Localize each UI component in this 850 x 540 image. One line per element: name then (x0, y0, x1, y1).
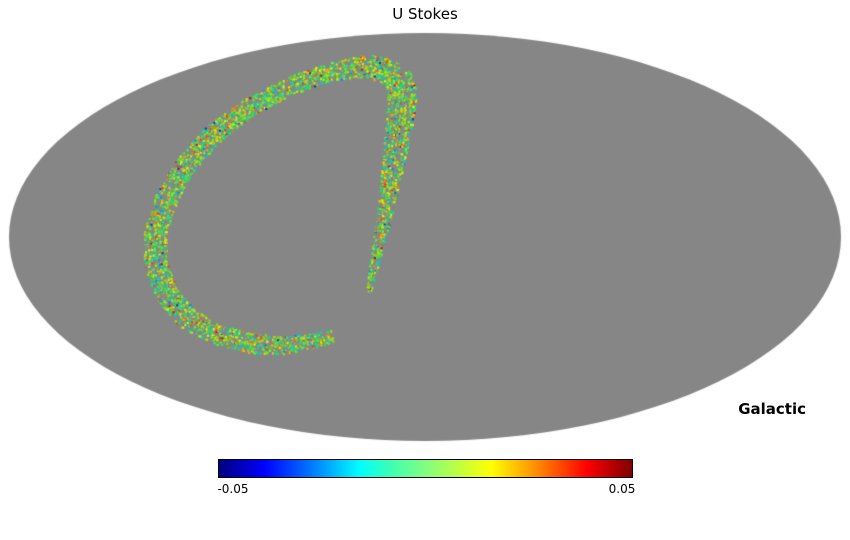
colorbar-max-label: 0.05 (608, 482, 636, 496)
colorbar (218, 459, 633, 478)
colorbar-min-label: -0.05 (217, 482, 249, 496)
plot-title: U Stokes (392, 5, 458, 23)
coordinate-system-label: Galactic (738, 400, 806, 418)
